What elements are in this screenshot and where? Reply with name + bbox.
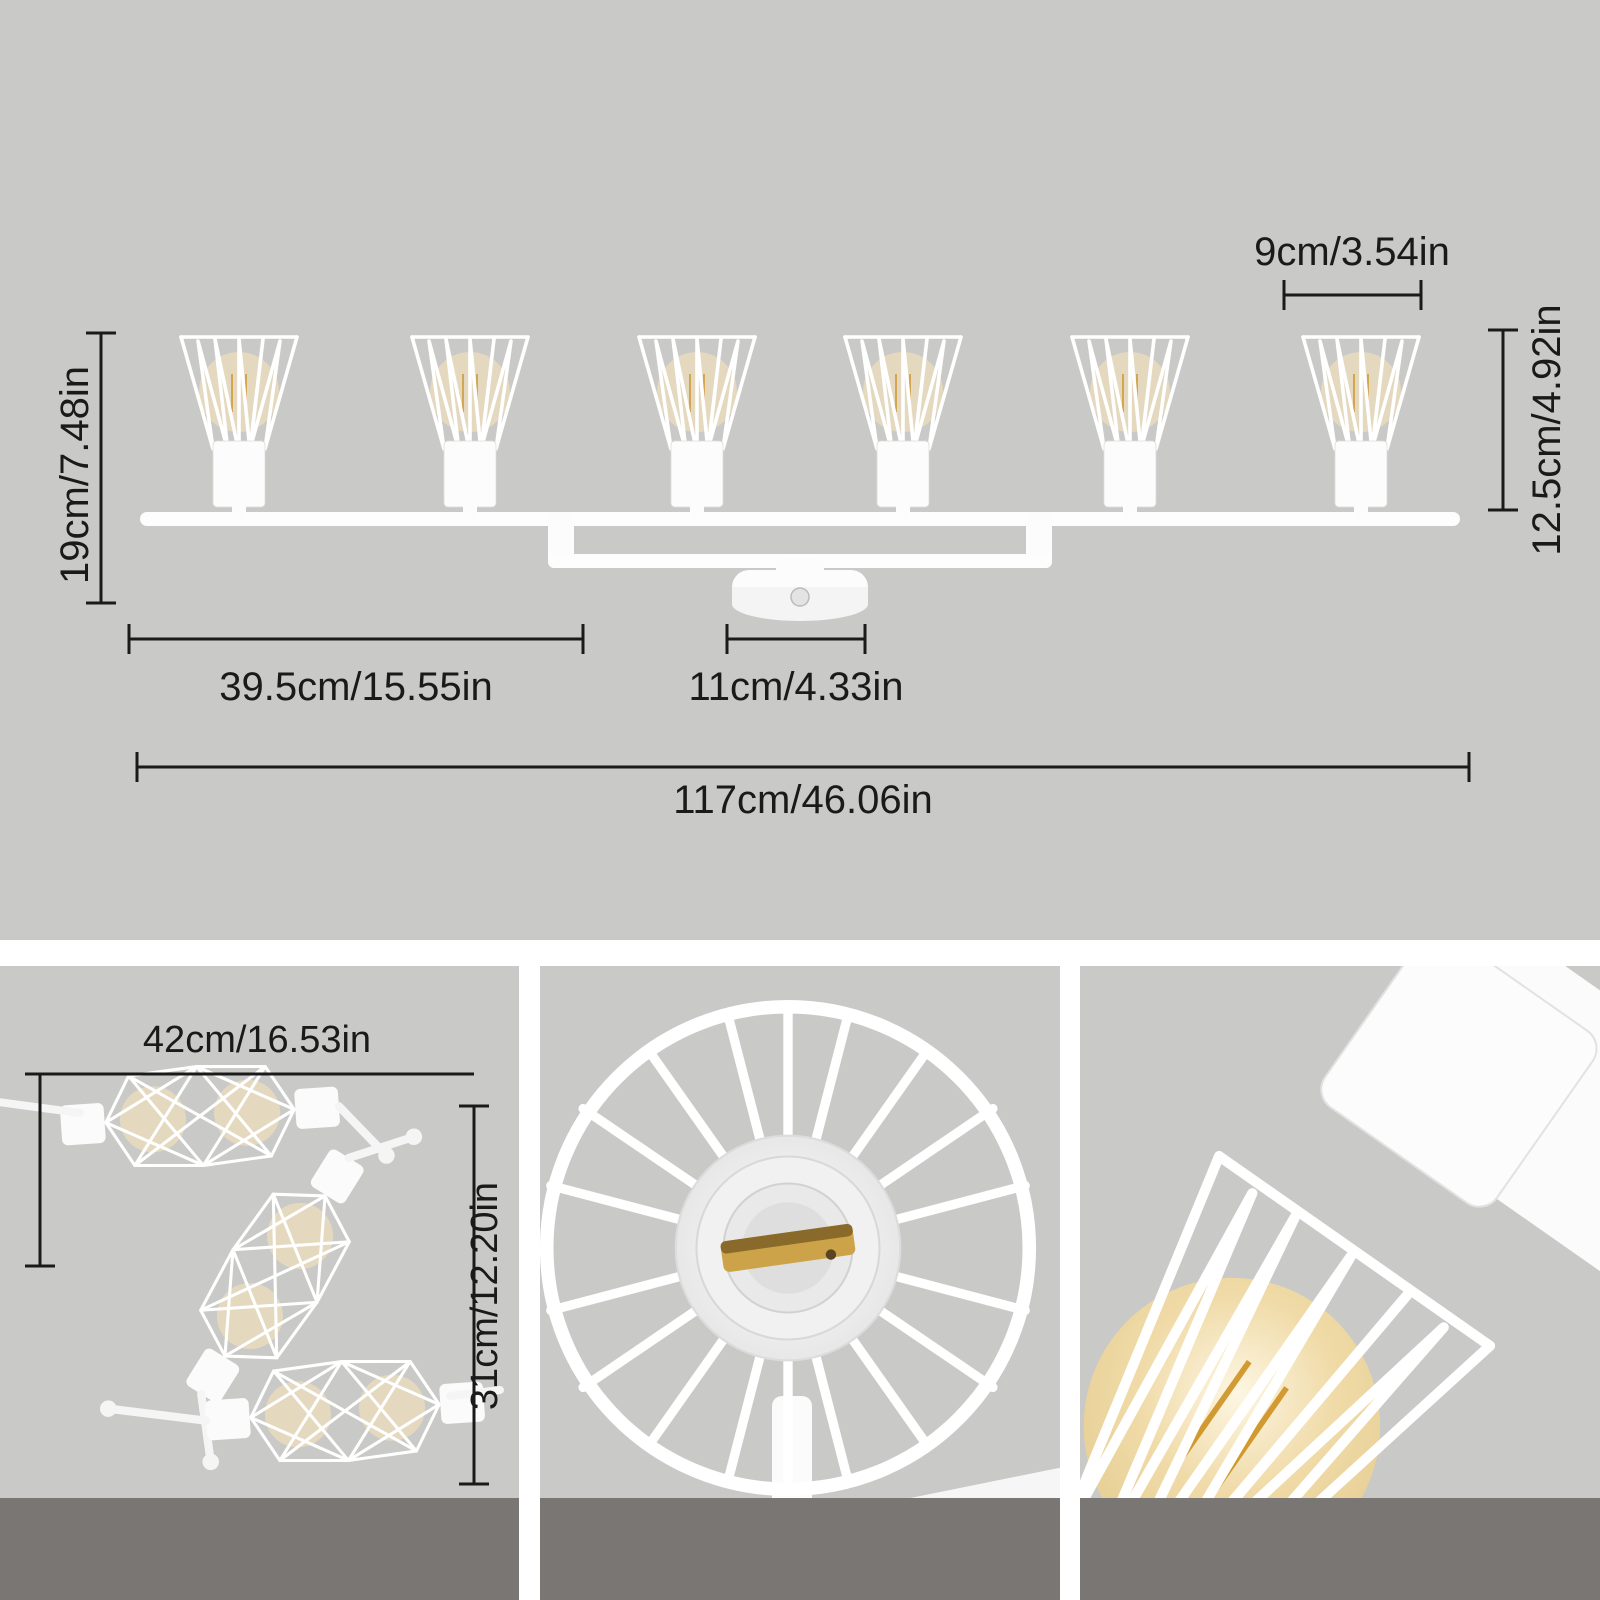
svg-text:117cm/46.06in: 117cm/46.06in [673, 778, 932, 822]
svg-text:11cm/4.33in: 11cm/4.33in [689, 665, 904, 709]
svg-text:39.5cm/15.55in: 39.5cm/15.55in [219, 665, 493, 709]
svg-text:42cm/16.53in: 42cm/16.53in [143, 1019, 371, 1061]
svg-text:31cm/12.20in: 31cm/12.20in [464, 1182, 506, 1410]
svg-text:12.5cm/4.92in: 12.5cm/4.92in [1525, 304, 1569, 555]
svg-text:19cm/7.48in: 19cm/7.48in [53, 366, 97, 584]
svg-text:9cm/3.54in: 9cm/3.54in [1254, 230, 1450, 274]
